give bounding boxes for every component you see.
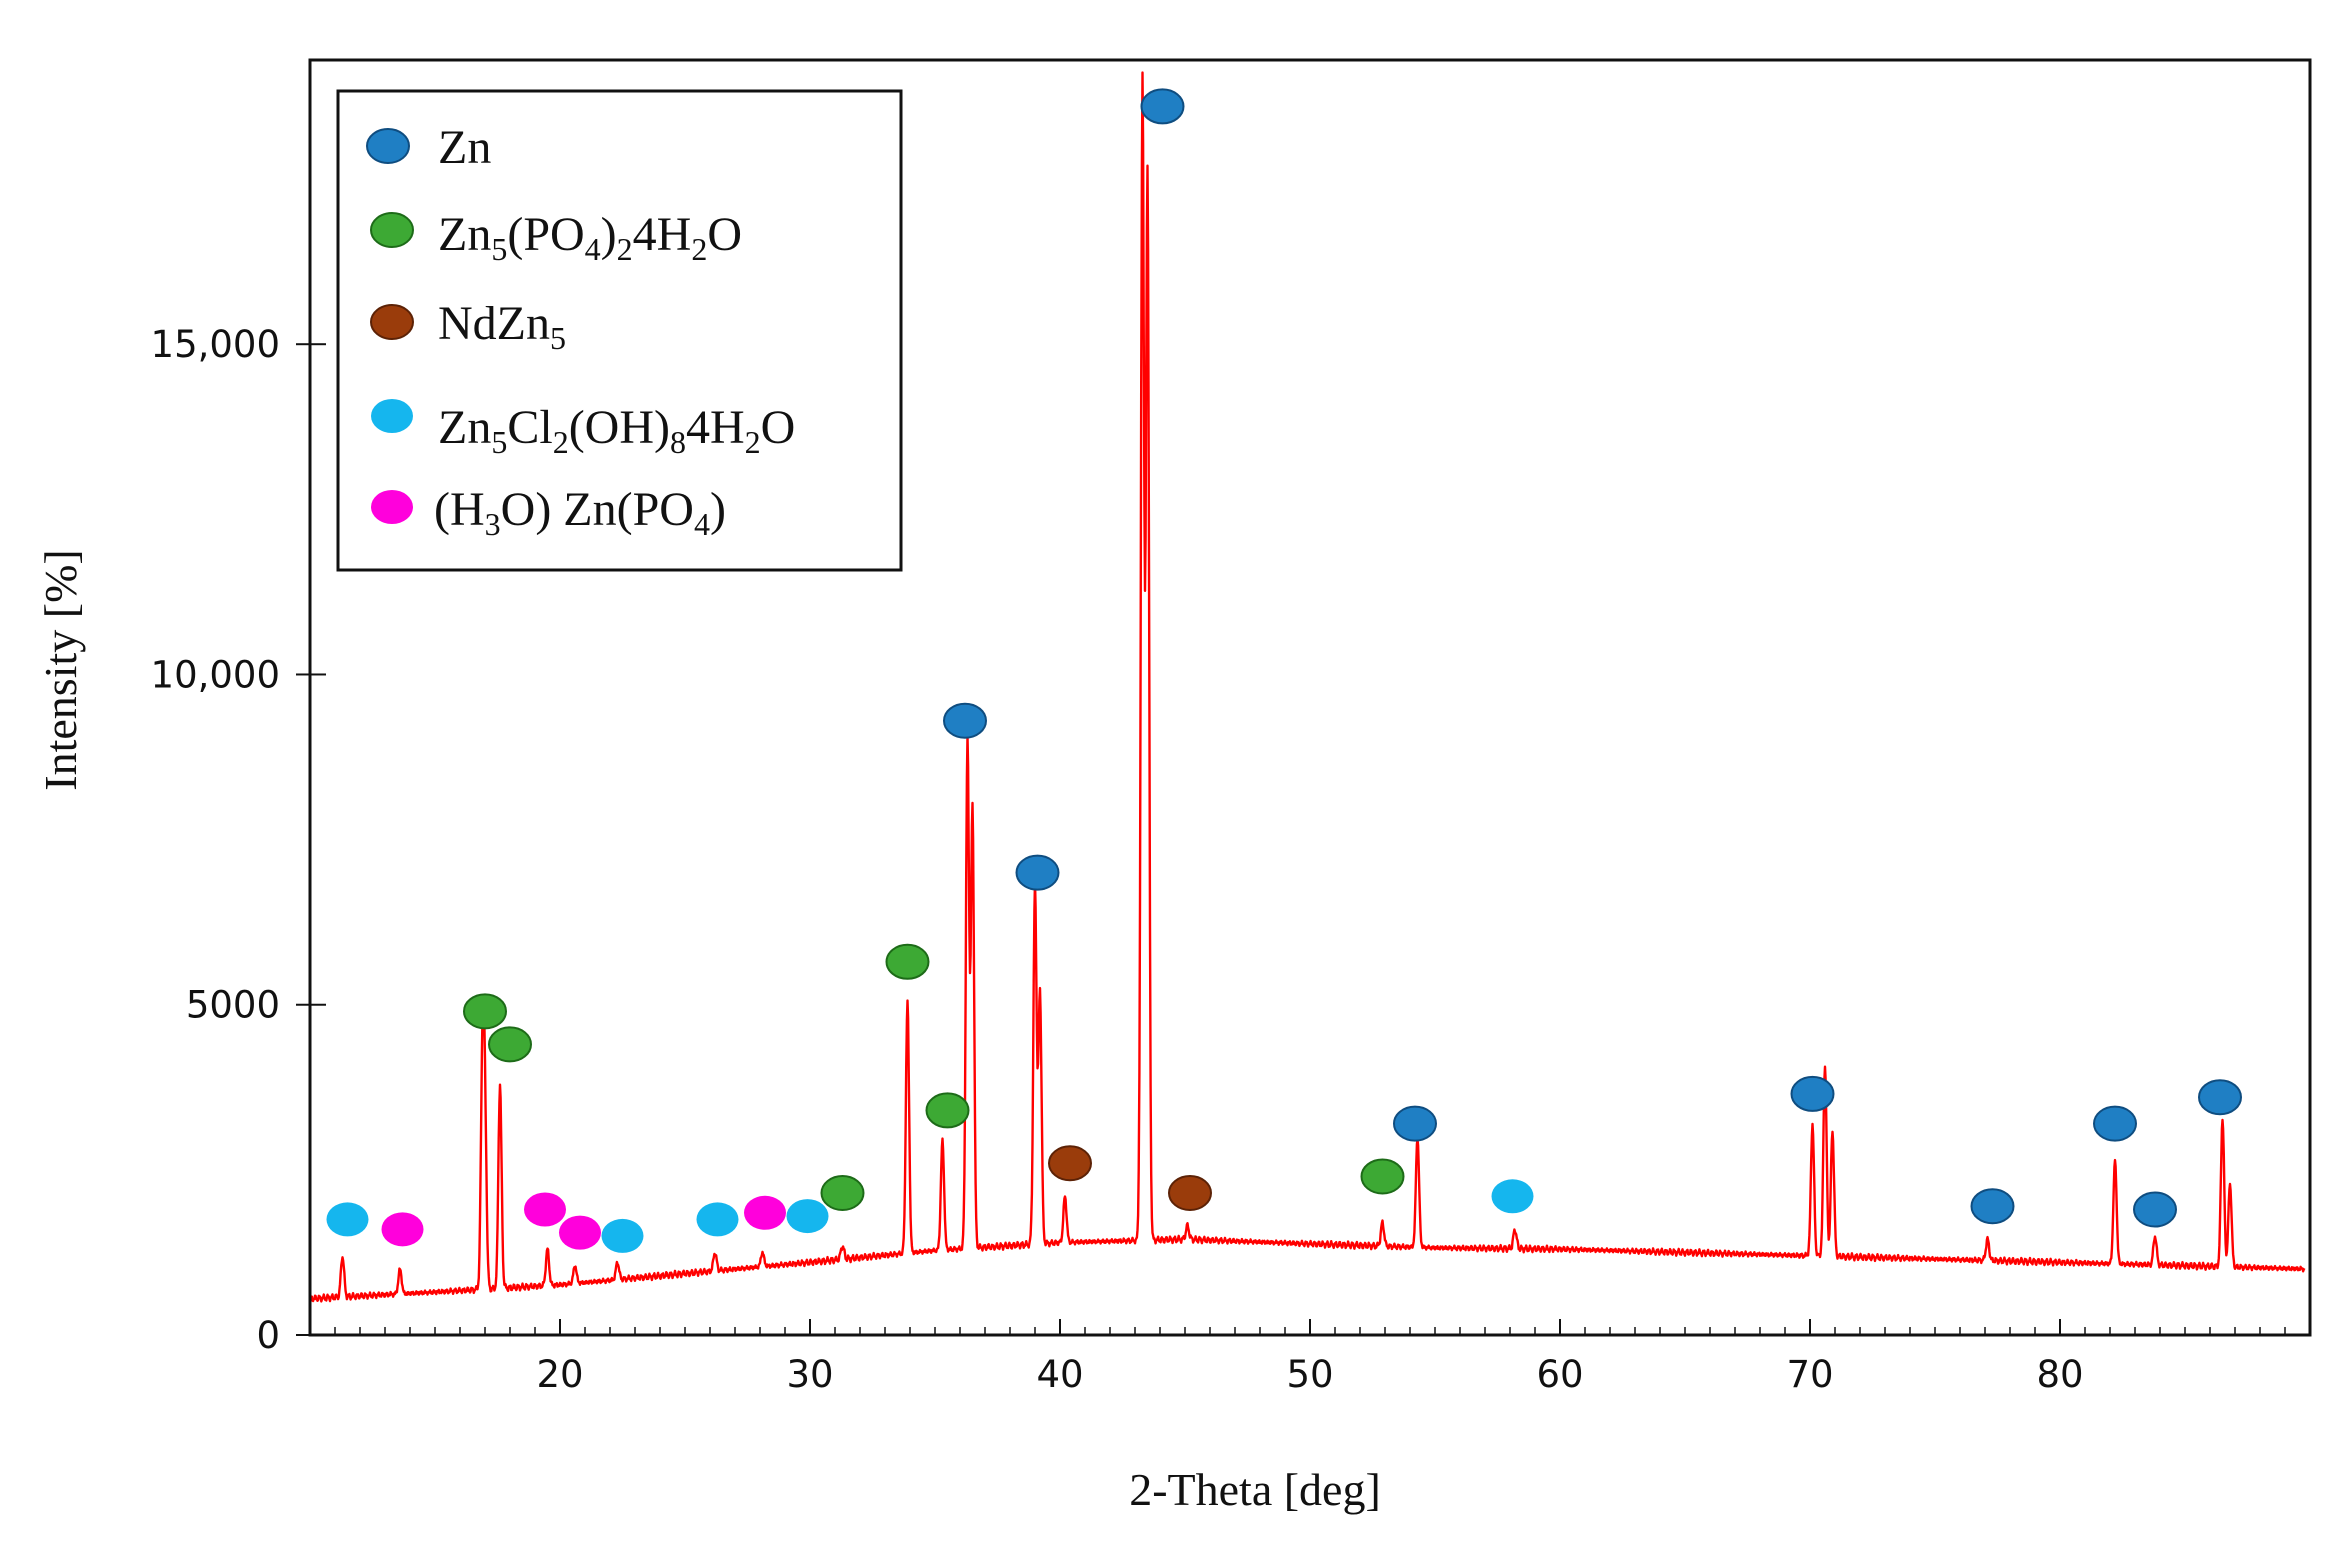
markers-layer — [326, 88, 2242, 1253]
x-axis-title: 2-Theta [deg] — [1129, 1464, 1381, 1515]
phase-marker-zn — [1790, 1075, 1835, 1112]
phase-marker-zn — [1970, 1188, 2015, 1225]
legend-label-zncl: Zn5Cl2(OH)84H2O — [438, 401, 795, 460]
x-tick-label: 30 — [786, 1353, 833, 1396]
phase-marker-zn — [2093, 1105, 2137, 1142]
x-tick-label: 80 — [2036, 1353, 2083, 1396]
legend-marker-h3o — [371, 490, 413, 524]
phase-marker-ndzn5 — [1168, 1174, 1212, 1211]
series-line-xrd — [309, 71, 2306, 1303]
phase-marker-zncl — [786, 1199, 829, 1234]
phase-marker-zn — [1140, 88, 1185, 125]
y-axis-title: Intensity [%] — [35, 549, 86, 790]
x-tick-label: 20 — [536, 1353, 583, 1396]
y-tick-label: 10,000 — [151, 653, 280, 696]
y-axis-title-group: Intensity [%] — [35, 549, 86, 790]
phase-marker-zn5po4 — [1360, 1158, 1405, 1195]
y-tick-label: 5000 — [186, 984, 280, 1027]
y-tick-label: 15,000 — [151, 323, 280, 366]
phase-marker-h3o — [559, 1215, 601, 1250]
phase-marker-ndzn5 — [1048, 1145, 1092, 1182]
phase-marker-zncl — [696, 1202, 739, 1237]
phase-marker-h3o — [381, 1212, 424, 1247]
legend-marker-ndzn5 — [370, 304, 414, 340]
phase-marker-zncl — [601, 1218, 644, 1253]
x-tick-label: 40 — [1036, 1353, 1083, 1396]
phase-marker-zn5po4 — [488, 1026, 532, 1063]
phase-marker-zn5po4 — [820, 1174, 865, 1211]
legend-label-h3o: (H3O) Zn(PO4) — [434, 483, 726, 542]
phase-marker-zncl — [1491, 1179, 1534, 1214]
legend-label-ndzn5: NdZn5 — [438, 297, 566, 356]
phase-marker-zn — [2198, 1079, 2242, 1116]
phase-marker-zn5po4 — [925, 1092, 970, 1129]
legend-marker-zn — [366, 128, 410, 164]
phase-marker-h3o — [744, 1195, 786, 1230]
plot-frame — [308, 58, 2312, 1337]
legend-box — [336, 89, 903, 572]
phase-marker-zn — [1015, 854, 1060, 891]
phase-marker-h3o — [524, 1192, 566, 1227]
phase-marker-zn5po4 — [463, 993, 507, 1030]
series-layer — [309, 71, 2306, 1303]
phase-marker-zn — [943, 702, 987, 739]
legend: Zn Zn5(PO4)24H2O NdZn5 Zn5Cl2(OH)84H2O (… — [336, 89, 903, 572]
phase-marker-zn — [2133, 1191, 2177, 1228]
legend-label-zn: Zn — [438, 121, 491, 174]
phase-marker-zn — [1393, 1105, 1437, 1142]
x-tick-label: 70 — [1786, 1353, 1833, 1396]
legend-marker-zn5po4 — [370, 212, 414, 248]
y-tick-label: 0 — [256, 1314, 280, 1357]
ticks-layer: 20 30 40 50 60 70 80 0 5000 10,000 15,000 — [151, 323, 2286, 1396]
phase-marker-zn5po4 — [885, 943, 930, 980]
x-tick-label: 50 — [1286, 1353, 1333, 1396]
phase-marker-zncl — [326, 1202, 369, 1237]
x-tick-label: 60 — [1536, 1353, 1583, 1396]
legend-marker-zncl — [371, 399, 413, 433]
